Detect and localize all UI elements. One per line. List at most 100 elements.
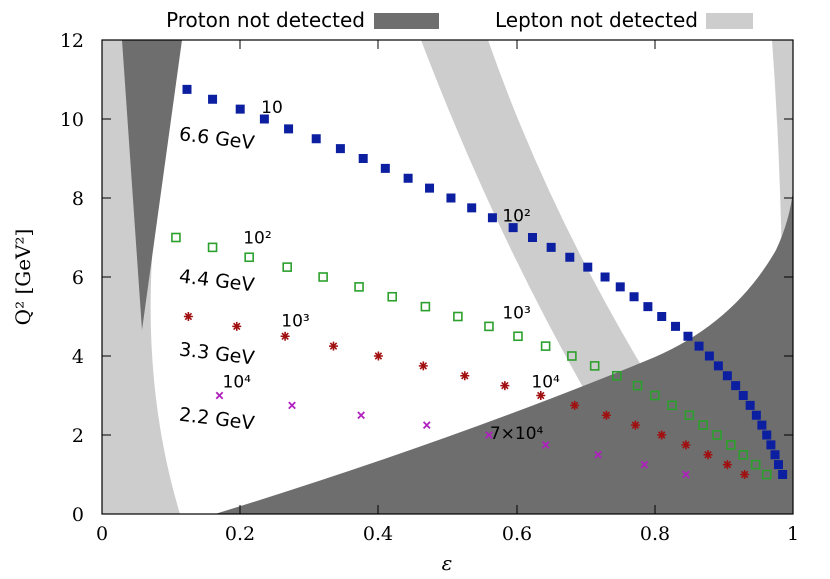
data-point <box>657 312 667 321</box>
data-point <box>182 84 192 94</box>
data-point <box>740 470 750 479</box>
count-annotation: 10² <box>243 228 271 248</box>
data-point <box>500 381 510 391</box>
data-point <box>683 331 693 341</box>
data-point <box>773 460 783 470</box>
x-tick-label: 0.2 <box>225 523 255 545</box>
data-point <box>757 420 767 430</box>
data-point <box>712 430 722 440</box>
data-point <box>354 282 364 292</box>
data-point <box>357 411 365 420</box>
data-point <box>682 470 690 479</box>
data-point <box>750 459 761 470</box>
data-point <box>460 371 470 381</box>
data-point <box>508 223 518 233</box>
data-point <box>694 341 704 351</box>
data-point <box>282 262 292 272</box>
legend: Proton not detected Lepton not detected <box>166 8 753 32</box>
data-point <box>358 154 368 163</box>
data-point <box>215 391 224 400</box>
data-point <box>540 341 551 351</box>
data-point <box>380 163 390 173</box>
data-point <box>373 351 383 361</box>
data-point <box>565 252 575 262</box>
series-3-points <box>183 312 750 479</box>
legend-label-lepton: Lepton not detected <box>495 8 698 32</box>
plot-area <box>102 40 793 514</box>
data-point <box>235 104 245 114</box>
data-point <box>485 431 493 439</box>
data-point <box>335 144 345 154</box>
series-1-points <box>182 84 788 479</box>
count-annotation: 10² <box>502 207 530 227</box>
y-tick-label: 2 <box>72 425 84 447</box>
data-point <box>770 450 780 460</box>
x-tick-label: 0.8 <box>640 523 670 545</box>
x-tick-label: 1 <box>787 523 799 545</box>
data-point <box>418 361 428 371</box>
data-point <box>731 381 741 391</box>
data-point <box>284 124 294 134</box>
data-point <box>726 440 736 450</box>
data-point <box>484 321 494 332</box>
data-point <box>630 420 640 430</box>
data-point <box>778 470 788 479</box>
data-point <box>171 232 181 243</box>
data-point <box>681 440 691 450</box>
y-ticks: 0 2 4 6 8 10 12 <box>60 30 793 526</box>
data-point <box>761 469 772 480</box>
data-point <box>738 449 749 460</box>
data-point <box>536 391 546 400</box>
data-point <box>318 272 328 282</box>
proton-region-left <box>122 40 182 330</box>
data-point <box>713 361 723 371</box>
data-point <box>722 371 732 381</box>
data-point <box>467 203 477 213</box>
data-point <box>594 450 602 459</box>
data-point <box>259 114 269 124</box>
data-point <box>629 292 639 302</box>
data-point <box>183 312 193 321</box>
y-tick-label: 10 <box>60 109 84 131</box>
data-point <box>643 302 653 312</box>
data-point <box>762 430 772 440</box>
data-point <box>704 351 714 361</box>
y-tick-label: 6 <box>72 267 84 289</box>
data-point <box>288 401 296 410</box>
data-point <box>487 213 497 223</box>
data-point <box>657 430 667 440</box>
data-point <box>311 134 321 144</box>
x-ticks: 0 0.2 0.4 0.6 0.8 1 <box>96 40 799 545</box>
series-4-points <box>215 391 690 479</box>
data-point <box>513 331 523 342</box>
count-annotation: 7×10⁴ <box>490 424 544 444</box>
data-point <box>232 321 242 331</box>
data-point <box>751 410 761 420</box>
data-point <box>422 421 431 429</box>
data-marks <box>171 84 788 480</box>
data-point <box>600 272 610 282</box>
legend-label-proton: Proton not detected <box>166 8 365 32</box>
data-point <box>667 400 677 411</box>
data-point <box>403 173 413 183</box>
data-point <box>611 370 622 381</box>
data-point <box>632 380 643 391</box>
data-point <box>745 400 755 410</box>
proton-region-bottom <box>215 190 793 514</box>
data-point <box>425 183 435 193</box>
y-tick-label: 8 <box>72 188 84 210</box>
data-point <box>527 233 537 242</box>
data-point <box>601 410 611 420</box>
data-point <box>546 242 556 252</box>
data-point <box>722 460 732 470</box>
data-point <box>589 361 600 371</box>
data-point <box>766 440 776 450</box>
count-annotation: 10³ <box>281 311 309 331</box>
data-point <box>615 282 625 292</box>
data-point <box>328 341 338 351</box>
legend-swatch-lepton <box>706 13 753 29</box>
count-annotation: 10 <box>261 98 283 118</box>
series-2-points <box>171 232 772 480</box>
data-point <box>570 400 580 410</box>
x-tick-label: 0 <box>96 523 108 545</box>
